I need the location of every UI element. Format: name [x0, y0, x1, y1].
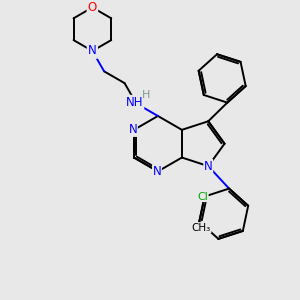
Text: O: O [88, 1, 97, 14]
Text: Cl: Cl [197, 191, 208, 202]
Text: N: N [88, 44, 97, 58]
Text: NH: NH [126, 96, 143, 109]
Text: N: N [88, 44, 97, 58]
Text: CH₃: CH₃ [192, 223, 211, 232]
Text: N: N [204, 160, 213, 172]
Text: N: N [129, 123, 137, 136]
Text: H: H [142, 90, 150, 100]
Text: N: N [153, 165, 161, 178]
